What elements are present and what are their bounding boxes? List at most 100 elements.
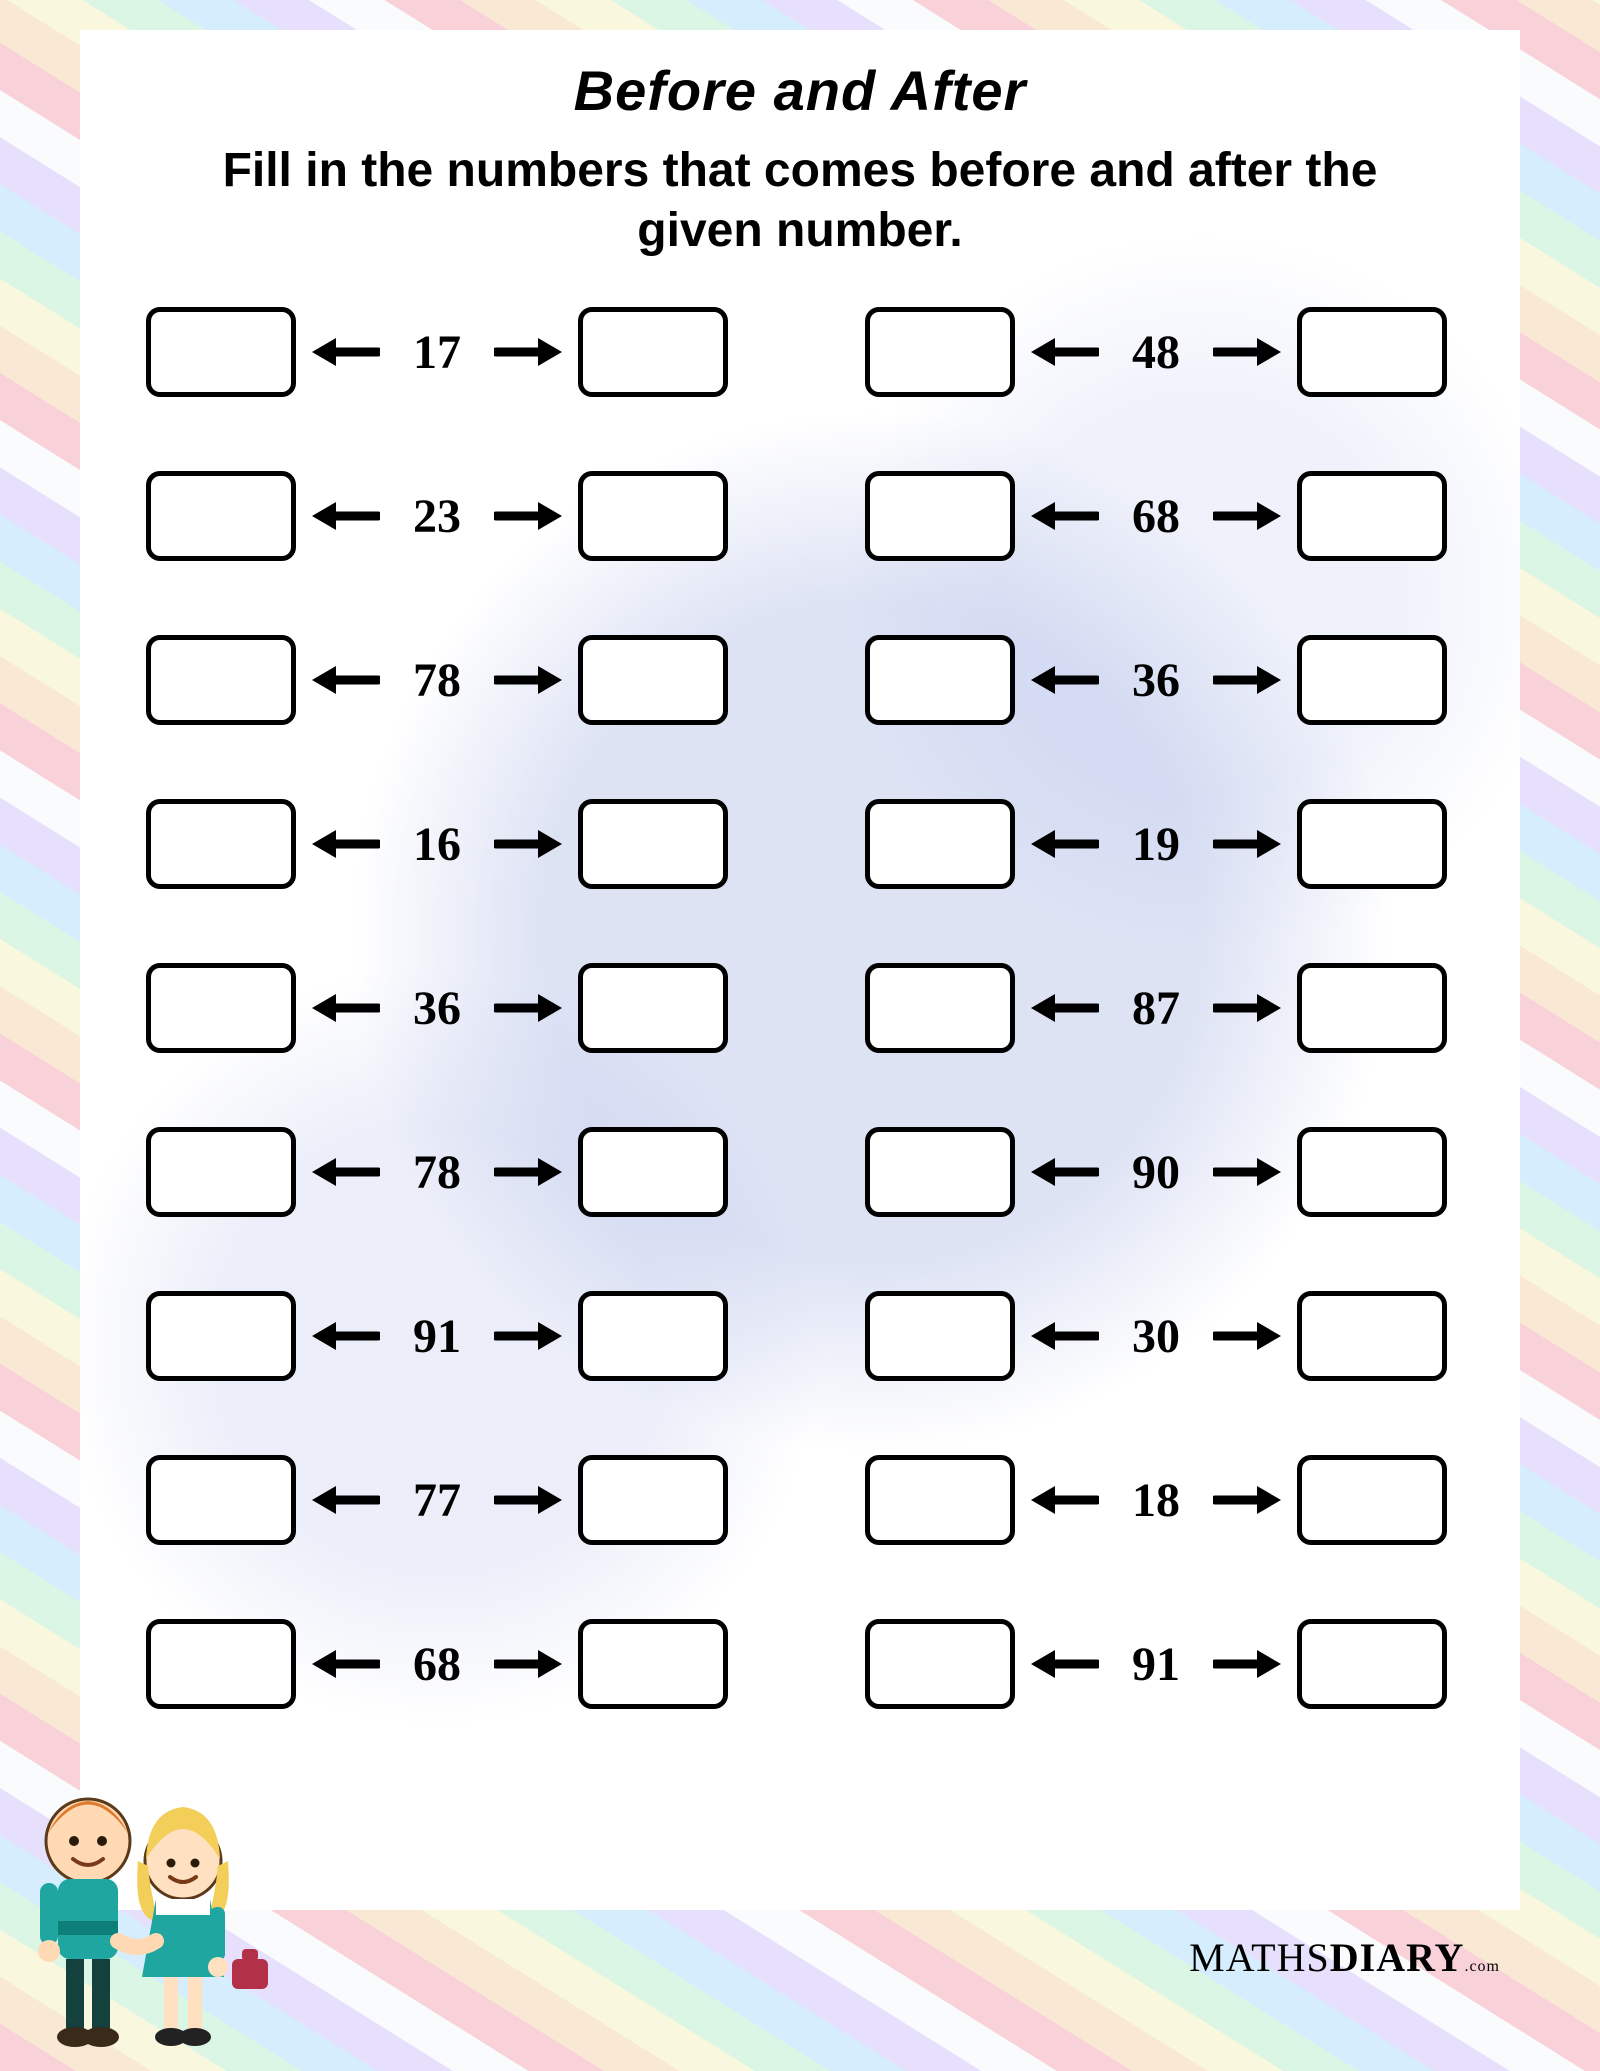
arrow-right-icon (494, 1154, 564, 1190)
arrow-left-icon (310, 1646, 380, 1682)
problem-grid: 17 48 23 68 78 36 16 19 36 87 78 90 91 30 77 18 68 91 (136, 307, 1464, 1709)
arrow-left-icon (310, 662, 380, 698)
arrow-left-icon (1029, 1482, 1099, 1518)
arrow-left-icon (310, 990, 380, 1026)
problem-row: 87 (865, 963, 1454, 1053)
before-box[interactable] (865, 1127, 1015, 1217)
arrow-right-icon (494, 990, 564, 1026)
worksheet-title: Before and After (136, 58, 1464, 123)
before-box[interactable] (146, 1127, 296, 1217)
before-box[interactable] (865, 1291, 1015, 1381)
after-box[interactable] (1297, 799, 1447, 889)
arrow-left-icon (1029, 1646, 1099, 1682)
given-number: 91 (394, 1309, 480, 1364)
before-box[interactable] (146, 1619, 296, 1709)
problem-row: 91 (865, 1619, 1454, 1709)
arrow-right-icon (494, 334, 564, 370)
given-number: 19 (1113, 817, 1199, 872)
given-number: 48 (1113, 325, 1199, 380)
after-box[interactable] (1297, 1619, 1447, 1709)
after-box[interactable] (1297, 635, 1447, 725)
arrow-left-icon (310, 1154, 380, 1190)
before-box[interactable] (865, 307, 1015, 397)
arrow-right-icon (494, 1482, 564, 1518)
arrow-right-icon (1213, 1318, 1283, 1354)
given-number: 18 (1113, 1473, 1199, 1528)
arrow-right-icon (494, 1318, 564, 1354)
after-box[interactable] (1297, 963, 1447, 1053)
given-number: 87 (1113, 981, 1199, 1036)
after-box[interactable] (578, 471, 728, 561)
problem-row: 18 (865, 1455, 1454, 1545)
arrow-left-icon (1029, 662, 1099, 698)
after-box[interactable] (1297, 471, 1447, 561)
given-number: 17 (394, 325, 480, 380)
arrow-left-icon (1029, 1154, 1099, 1190)
given-number: 36 (394, 981, 480, 1036)
arrow-right-icon (1213, 1154, 1283, 1190)
arrow-right-icon (494, 826, 564, 862)
after-box[interactable] (578, 799, 728, 889)
arrow-right-icon (1213, 334, 1283, 370)
after-box[interactable] (578, 635, 728, 725)
arrow-left-icon (310, 1482, 380, 1518)
problem-row: 36 (146, 963, 735, 1053)
arrow-left-icon (1029, 334, 1099, 370)
after-box[interactable] (1297, 307, 1447, 397)
problem-row: 23 (146, 471, 735, 561)
arrow-left-icon (310, 1318, 380, 1354)
logo-part2: DIARY (1330, 1935, 1465, 1980)
before-box[interactable] (865, 1455, 1015, 1545)
kids-illustration (18, 1771, 278, 2071)
before-box[interactable] (146, 635, 296, 725)
problem-row: 68 (146, 1619, 735, 1709)
arrow-left-icon (310, 334, 380, 370)
worksheet-sheet: Before and After Fill in the numbers tha… (80, 30, 1520, 1910)
problem-row: 30 (865, 1291, 1454, 1381)
problem-row: 77 (146, 1455, 735, 1545)
given-number: 91 (1113, 1637, 1199, 1692)
before-box[interactable] (146, 963, 296, 1053)
problem-row: 78 (146, 1127, 735, 1217)
problem-row: 78 (146, 635, 735, 725)
given-number: 23 (394, 489, 480, 544)
after-box[interactable] (578, 963, 728, 1053)
after-box[interactable] (578, 1455, 728, 1545)
problem-row: 68 (865, 471, 1454, 561)
before-box[interactable] (146, 799, 296, 889)
after-box[interactable] (1297, 1291, 1447, 1381)
problem-row: 19 (865, 799, 1454, 889)
arrow-right-icon (494, 1646, 564, 1682)
before-box[interactable] (865, 635, 1015, 725)
after-box[interactable] (578, 1127, 728, 1217)
given-number: 78 (394, 653, 480, 708)
after-box[interactable] (578, 1291, 728, 1381)
after-box[interactable] (1297, 1127, 1447, 1217)
before-box[interactable] (146, 307, 296, 397)
arrow-left-icon (310, 498, 380, 534)
before-box[interactable] (146, 1291, 296, 1381)
logo-suffix: .com (1464, 1958, 1500, 1975)
before-box[interactable] (865, 799, 1015, 889)
given-number: 30 (1113, 1309, 1199, 1364)
arrow-right-icon (1213, 1482, 1283, 1518)
before-box[interactable] (865, 471, 1015, 561)
after-box[interactable] (578, 307, 728, 397)
after-box[interactable] (578, 1619, 728, 1709)
arrow-right-icon (1213, 498, 1283, 534)
arrow-left-icon (1029, 990, 1099, 1026)
before-box[interactable] (146, 471, 296, 561)
before-box[interactable] (146, 1455, 296, 1545)
problem-row: 90 (865, 1127, 1454, 1217)
after-box[interactable] (1297, 1455, 1447, 1545)
before-box[interactable] (865, 1619, 1015, 1709)
arrow-right-icon (1213, 826, 1283, 862)
problem-row: 36 (865, 635, 1454, 725)
worksheet-instructions: Fill in the numbers that comes before an… (160, 141, 1440, 261)
problem-row: 91 (146, 1291, 735, 1381)
arrow-right-icon (1213, 1646, 1283, 1682)
arrow-right-icon (494, 498, 564, 534)
arrow-left-icon (310, 826, 380, 862)
before-box[interactable] (865, 963, 1015, 1053)
given-number: 16 (394, 817, 480, 872)
